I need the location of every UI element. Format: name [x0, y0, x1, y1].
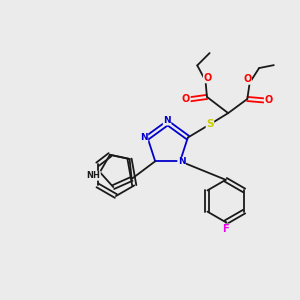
Text: O: O: [264, 95, 273, 106]
Text: NH: NH: [86, 171, 100, 180]
Text: N: N: [163, 116, 171, 125]
Text: N: N: [178, 158, 185, 166]
Text: O: O: [203, 73, 212, 83]
Text: O: O: [243, 74, 251, 84]
Text: N: N: [140, 133, 148, 142]
Text: F: F: [223, 224, 229, 234]
Text: O: O: [182, 94, 190, 104]
Text: S: S: [206, 119, 214, 129]
